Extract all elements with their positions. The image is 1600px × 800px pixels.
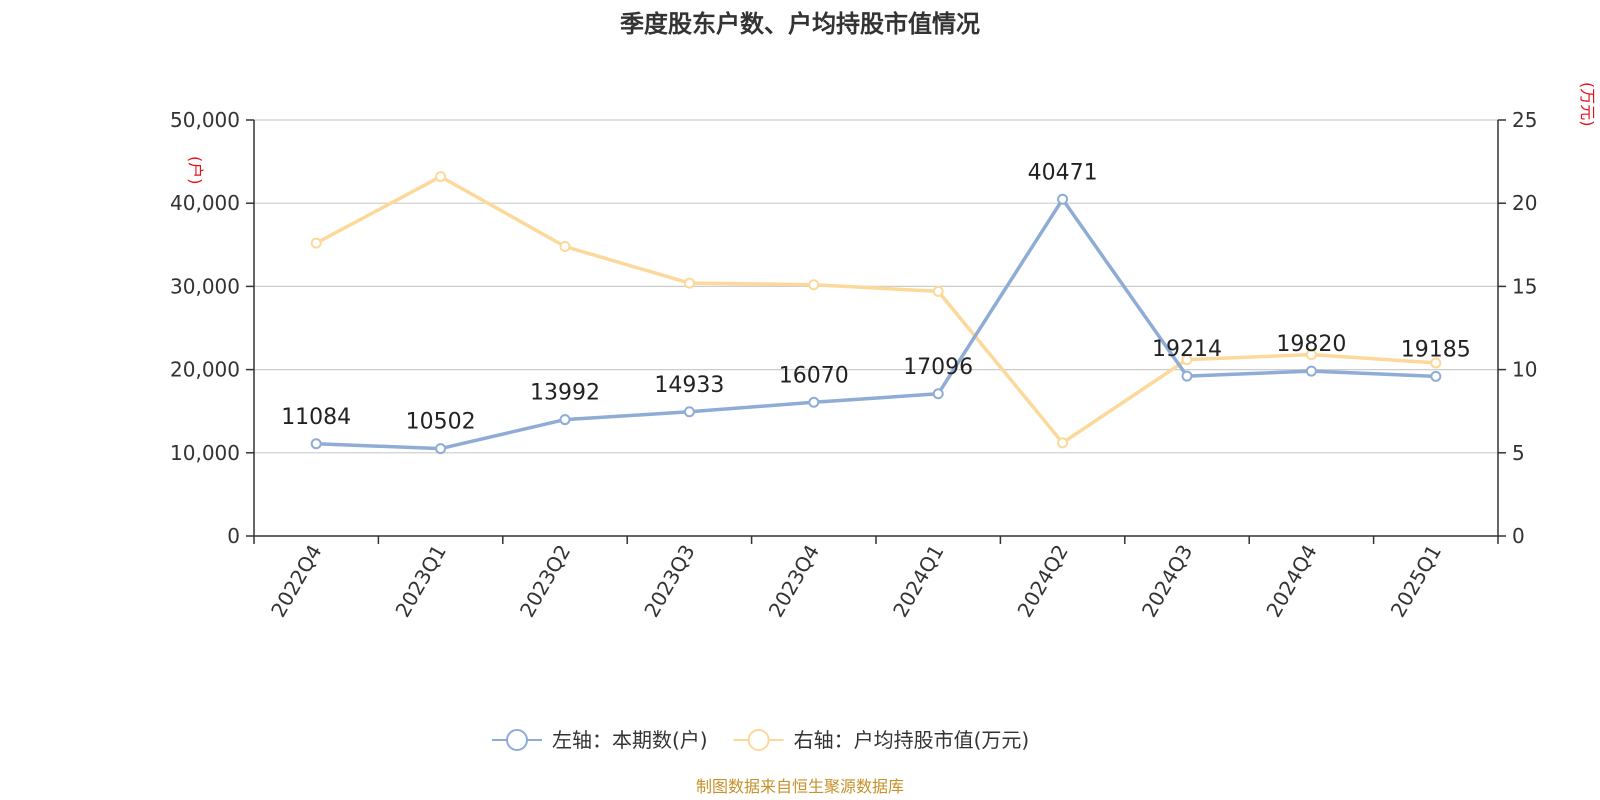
left-axis-unit-label: (户) xyxy=(186,156,205,185)
source-note: 制图数据来自恒生聚源数据库 xyxy=(696,777,904,796)
x-axis-tick-label: 2023Q4 xyxy=(764,541,824,622)
x-axis-tick-label: 2024Q4 xyxy=(1261,541,1321,622)
data-label: 16070 xyxy=(779,363,849,388)
right-axis-unit-label: (万元) xyxy=(1578,82,1597,127)
axes: 010,00020,00030,00040,00050,000051015202… xyxy=(170,108,1537,621)
x-axis-tick-label: 2024Q1 xyxy=(888,541,948,622)
data-point-right xyxy=(559,240,571,252)
right-axis-tick-label: 25 xyxy=(1512,108,1537,132)
data-point-left xyxy=(932,388,944,400)
right-axis-tick-label: 10 xyxy=(1512,358,1537,382)
data-label: 13992 xyxy=(530,381,600,406)
x-axis-tick-label: 2023Q3 xyxy=(639,541,699,622)
left-axis-tick-label: 50,000 xyxy=(170,108,240,132)
data-point-left xyxy=(808,396,820,408)
x-axis-tick-label: 2024Q3 xyxy=(1137,541,1197,622)
data-point-left xyxy=(310,438,322,450)
data-label: 19214 xyxy=(1152,337,1222,362)
right-axis-tick-label: 5 xyxy=(1512,441,1525,465)
right-axis-tick-label: 0 xyxy=(1512,524,1525,548)
left-axis-tick-label: 40,000 xyxy=(170,191,240,215)
series-layer xyxy=(310,171,1442,455)
right-axis-tick-label: 15 xyxy=(1512,274,1537,298)
data-point-right xyxy=(1057,437,1069,449)
legend-label: 右轴：户均持股市值(万元) xyxy=(794,728,1030,752)
data-point-right xyxy=(808,279,820,291)
legend-label: 左轴：本期数(户) xyxy=(552,728,708,752)
series-line-right xyxy=(315,174,1436,445)
data-labels: 11084 10502 13992 14933 16070 17096 40471 19214… xyxy=(281,160,1471,434)
x-axis-tick-label: 2023Q1 xyxy=(390,541,450,622)
data-point-left xyxy=(559,414,571,426)
legend: 左轴：本期数(户) 右轴：户均持股市值(万元) xyxy=(492,728,1029,752)
right-axis-tick-label: 20 xyxy=(1512,191,1537,215)
legend-marker-icon xyxy=(747,729,770,751)
x-axis-tick-label: 2025Q1 xyxy=(1386,541,1446,622)
data-point-right xyxy=(435,171,447,183)
data-point-right xyxy=(1305,349,1317,361)
x-axis-tick-label: 2024Q2 xyxy=(1012,541,1072,622)
legend-item-right[interactable]: 右轴：户均持股市值(万元) xyxy=(733,728,1030,752)
data-label: 10502 xyxy=(406,410,476,435)
data-point-right xyxy=(932,285,944,297)
left-axis-tick-label: 0 xyxy=(227,524,240,548)
data-point-left xyxy=(1181,370,1193,382)
chart-title: 季度股东户数、户均持股市值情况 xyxy=(620,10,980,38)
x-axis-tick-label: 2023Q2 xyxy=(515,541,575,622)
data-point-left xyxy=(683,406,695,418)
left-axis-tick-label: 10,000 xyxy=(170,441,240,465)
left-axis-tick-label: 20,000 xyxy=(170,358,240,382)
data-label: 14933 xyxy=(654,373,724,398)
data-label: 19820 xyxy=(1276,332,1346,357)
data-point-right xyxy=(310,237,322,249)
x-axis-tick-label: 2022Q4 xyxy=(266,541,326,622)
data-point-left xyxy=(1057,193,1069,205)
legend-item-left[interactable]: 左轴：本期数(户) xyxy=(492,728,708,752)
left-axis-tick-label: 30,000 xyxy=(170,274,240,298)
data-label: 11084 xyxy=(281,405,351,430)
series-line-left xyxy=(316,197,1436,451)
data-label: 40471 xyxy=(1028,160,1098,185)
data-point-right xyxy=(1181,354,1193,366)
data-point-right xyxy=(1430,357,1442,369)
data-point-left xyxy=(1305,365,1317,377)
data-label: 19185 xyxy=(1401,337,1471,362)
data-point-left xyxy=(435,443,447,455)
data-point-right xyxy=(683,277,695,289)
data-point-left xyxy=(1430,370,1442,382)
data-label: 17096 xyxy=(903,355,973,380)
legend-marker-icon xyxy=(506,729,528,751)
